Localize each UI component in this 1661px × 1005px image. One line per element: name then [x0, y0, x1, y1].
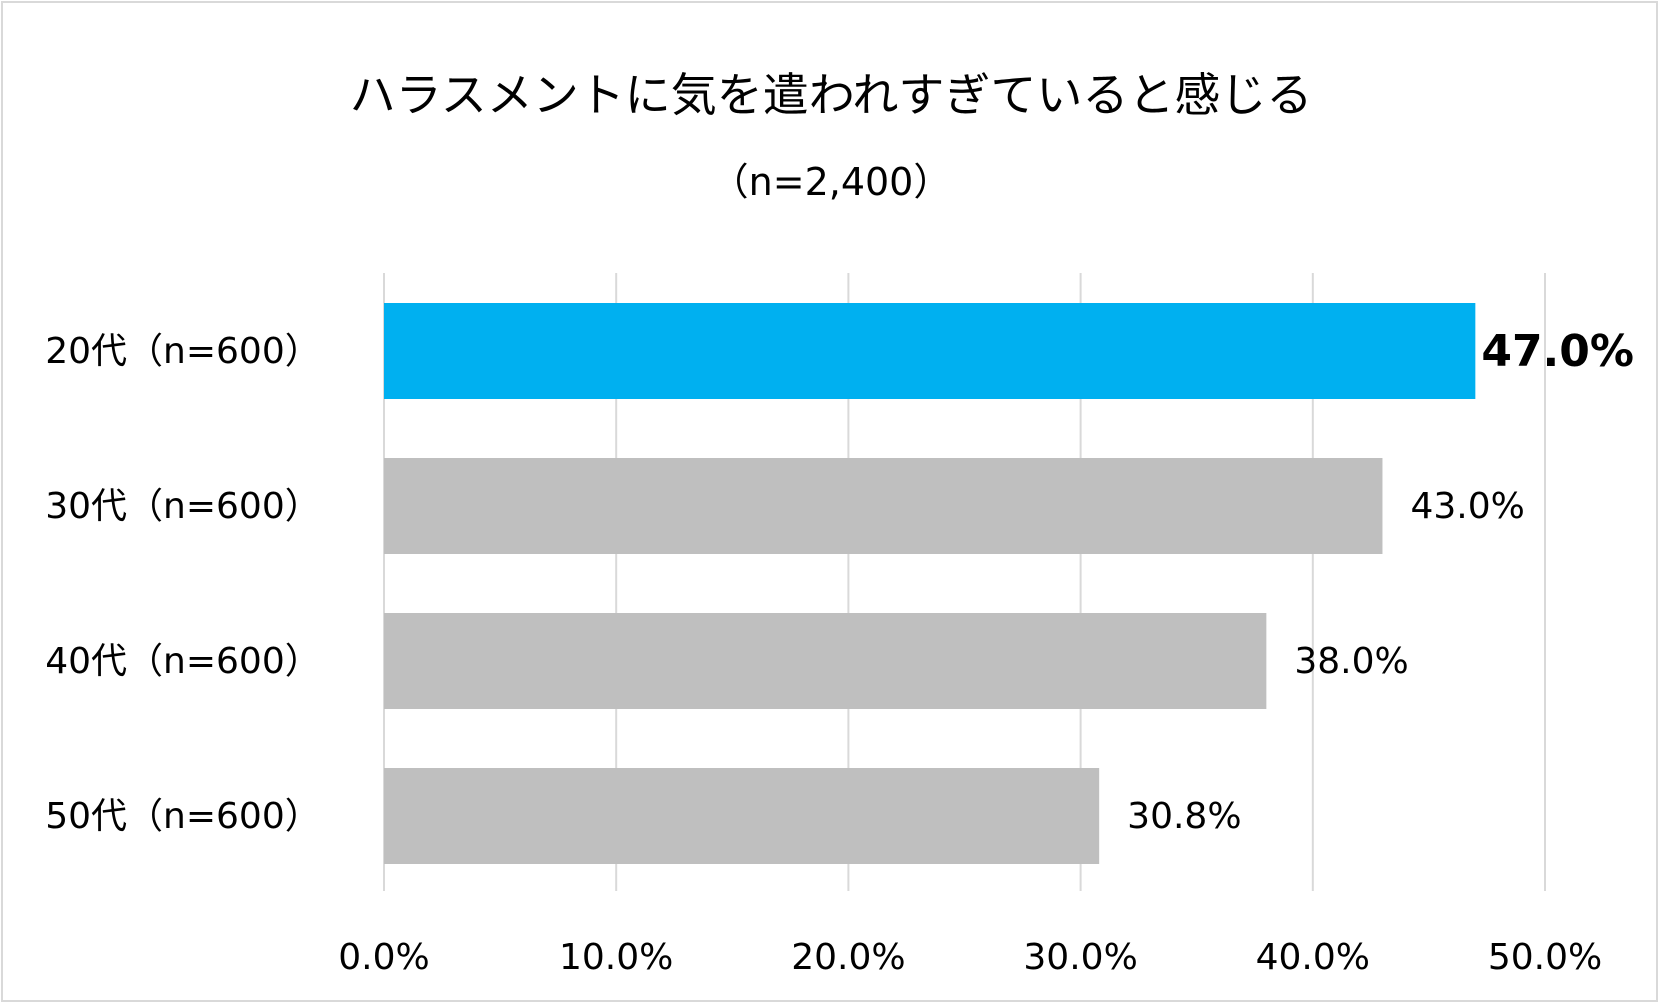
data-label-3: 30.8% — [1127, 796, 1241, 837]
bar-chart: ハラスメントに気を遣われすぎていると感じる （n=2,400） 0.0% 10.0… — [45, 68, 1634, 978]
bar-1 — [384, 458, 1383, 554]
bar-2 — [384, 613, 1267, 709]
category-label-0: 20代（n=600） — [45, 331, 321, 372]
tick-label-2: 20.0% — [791, 937, 905, 978]
chart-title: ハラスメントに気を遣われすぎていると感じる — [350, 68, 1313, 122]
tick-label-3: 30.0% — [1023, 937, 1137, 978]
category-label-1: 30代（n=600） — [45, 486, 321, 527]
tick-label-4: 40.0% — [1256, 937, 1370, 978]
data-label-1: 43.0% — [1410, 486, 1524, 527]
category-label-2: 40代（n=600） — [45, 641, 321, 682]
bar-0 — [384, 303, 1476, 399]
tick-label-5: 50.0% — [1488, 937, 1602, 978]
data-label-0: 47.0% — [1481, 326, 1634, 377]
chart-subtitle: （n=2,400） — [711, 160, 952, 204]
tick-label-0: 0.0% — [338, 937, 429, 978]
bar-3 — [384, 768, 1100, 864]
data-label-2: 38.0% — [1294, 641, 1408, 682]
category-label-3: 50代（n=600） — [45, 796, 321, 837]
labels: 0.0% 10.0% 20.0% 30.0% 40.0% 50.0% 20代（n=600） 4… — [45, 326, 1634, 978]
bars — [384, 303, 1476, 864]
tick-label-1: 10.0% — [559, 937, 673, 978]
